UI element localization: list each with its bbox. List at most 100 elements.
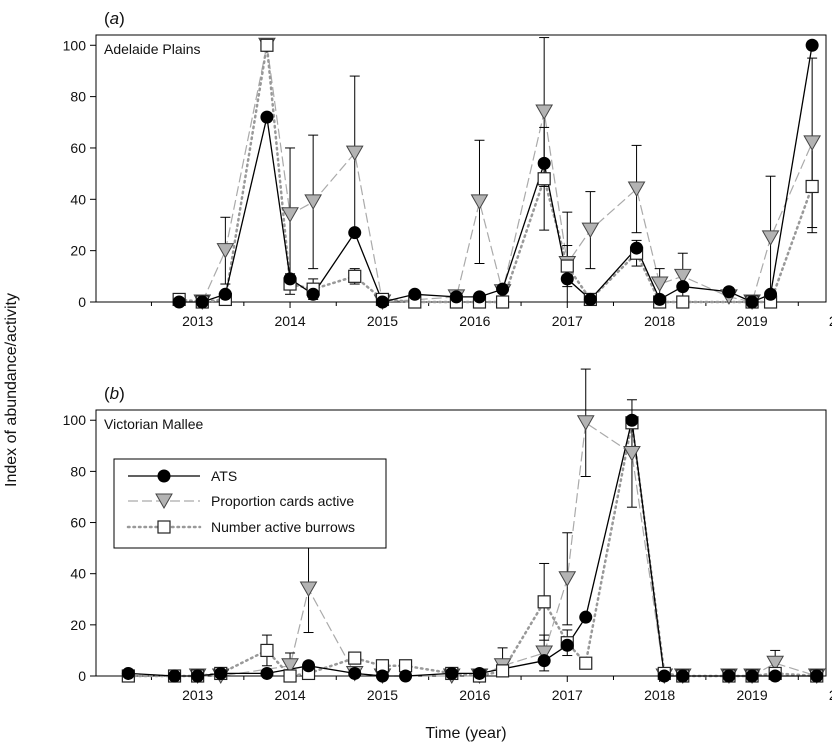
point-ats: [810, 669, 824, 683]
point-cards: [761, 230, 780, 246]
point-ats: [168, 669, 182, 683]
point-ats: [260, 666, 274, 680]
y-tick-label: 60: [70, 515, 86, 531]
point-ats: [745, 669, 759, 683]
panel-b: (b) Victorian Mallee 0 20 40 60 80 100 2013 2014 2…: [63, 368, 832, 703]
point-cards: [470, 194, 489, 210]
point-ats: [445, 666, 459, 680]
y-tick-label: 40: [70, 191, 86, 207]
point-cards: [345, 145, 364, 162]
point-ats: [560, 272, 574, 286]
point-cards: [216, 243, 235, 259]
panel-label: (b): [104, 384, 125, 403]
point-ats: [399, 669, 413, 683]
y-tick-label: 80: [70, 463, 86, 479]
point-burrows: [537, 595, 551, 609]
legend-ats-label: ATS: [211, 468, 237, 484]
point-ats: [583, 292, 597, 306]
point-burrows: [495, 295, 510, 309]
point-cards: [281, 207, 299, 223]
point-ats: [195, 295, 209, 309]
point-cards: [627, 181, 646, 198]
point-cards: [581, 222, 600, 239]
point-burrows: [283, 669, 297, 683]
point-ats: [306, 287, 320, 301]
x-tick-label: 2016: [459, 687, 490, 703]
point-ats: [537, 156, 551, 170]
point-ats: [191, 669, 205, 683]
point-cards: [281, 658, 299, 674]
point-cards: [803, 135, 822, 151]
x-tick-label: 2014: [274, 687, 305, 703]
point-ats: [408, 287, 422, 301]
y-tick-label: 20: [70, 243, 86, 259]
point-burrows: [348, 269, 362, 283]
point-ats: [214, 666, 228, 680]
x-tick-label: 2019: [736, 687, 767, 703]
x-tick-label: 2018: [644, 313, 675, 329]
point-burrows: [579, 656, 593, 670]
point-ats: [805, 38, 819, 52]
point-ats: [348, 666, 362, 680]
point-burrows: [805, 179, 819, 194]
point-ats: [121, 666, 135, 680]
x-axis-title: Time (year): [425, 725, 506, 742]
point-ats: [560, 638, 574, 652]
point-burrows: [260, 38, 274, 52]
point-ats: [472, 666, 486, 680]
point-burrows: [495, 664, 510, 678]
x-tick-label: 2017: [552, 313, 583, 329]
series-line-ats: [179, 45, 813, 303]
plot-frame: [95, 34, 827, 303]
point-ats: [260, 110, 274, 124]
point-burrows: [560, 259, 574, 273]
y-tick-label: 40: [70, 566, 86, 582]
point-ats: [630, 241, 644, 255]
plot-frame: [95, 409, 827, 677]
point-ats: [472, 290, 486, 304]
point-cards: [304, 194, 323, 210]
point-burrows: [537, 172, 551, 186]
legend-burrows-marker: [157, 520, 171, 534]
y-tick-label: 0: [78, 294, 86, 310]
y-tick-label: 20: [70, 617, 86, 633]
point-ats: [496, 282, 510, 296]
point-ats: [375, 669, 389, 683]
y-tick-label: 100: [63, 37, 87, 53]
point-ats: [768, 669, 782, 683]
point-ats: [764, 287, 778, 301]
point-cards: [623, 445, 641, 462]
x-tick-label: 2016: [459, 313, 490, 329]
point-ats: [722, 285, 736, 299]
x-tick-label: 2020: [829, 687, 832, 703]
point-ats: [625, 413, 639, 427]
point-ats: [302, 659, 316, 673]
point-ats: [653, 292, 667, 306]
y-axis-title: Index of abundance/activity: [3, 293, 20, 487]
x-tick-label: 2014: [274, 313, 305, 329]
y-tick-label: 60: [70, 140, 86, 156]
point-cards: [650, 276, 669, 293]
point-cards: [576, 415, 595, 431]
legend-cards-label: Proportion cards active: [211, 493, 354, 509]
y-tick-label: 100: [63, 412, 87, 428]
x-tick-label: 2013: [182, 687, 213, 703]
x-tick-label: 2017: [552, 687, 583, 703]
legend-cards-marker: [155, 493, 173, 510]
point-ats: [449, 290, 463, 304]
x-tick-label: 2015: [367, 687, 398, 703]
point-burrows: [260, 643, 274, 658]
point-ats: [537, 654, 551, 668]
y-tick-label: 0: [78, 668, 86, 684]
point-burrows: [348, 651, 362, 665]
point-ats: [579, 610, 593, 624]
point-ats: [676, 280, 690, 294]
site-label: Adelaide Plains: [104, 41, 201, 57]
x-tick-label: 2013: [182, 313, 213, 329]
y-tick-label: 80: [70, 89, 86, 105]
legend-burrows-label: Number active burrows: [211, 519, 355, 535]
point-cards: [535, 104, 554, 121]
panel-label: (a): [104, 9, 125, 28]
point-cards: [558, 571, 577, 587]
